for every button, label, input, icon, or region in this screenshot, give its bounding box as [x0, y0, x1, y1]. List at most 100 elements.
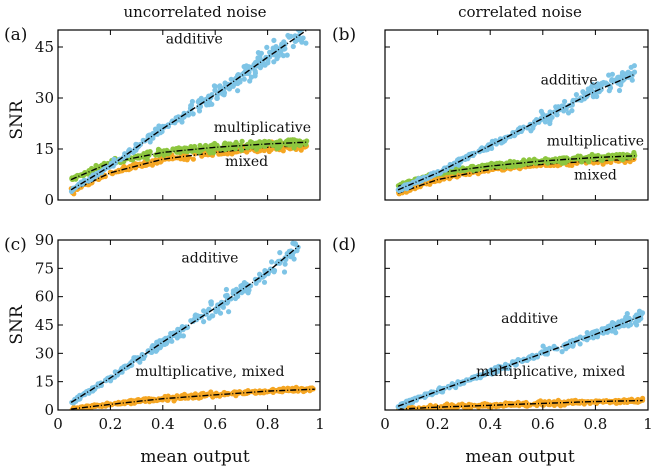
data-point [257, 139, 263, 145]
data-point [303, 141, 309, 147]
data-point [232, 146, 239, 152]
data-point [239, 138, 245, 144]
x-tick-label: 0 [380, 415, 390, 433]
x-tick-label: 0.8 [256, 415, 280, 433]
data-point [506, 364, 512, 370]
data-point [278, 142, 284, 148]
plot-frame [384, 29, 649, 201]
data-point [300, 35, 306, 41]
fit-line [71, 388, 315, 410]
x-ticks: 0 0.2 0.4 0.6 0.8 1 [380, 240, 653, 433]
y-ticks: 0 15 30 45 60 75 90 [35, 231, 320, 419]
data-point [252, 388, 259, 394]
series-annotation: additive [166, 32, 223, 48]
data-point [447, 384, 453, 390]
data-point [185, 112, 192, 118]
data-point [223, 286, 229, 293]
x-tick-label: 0.4 [478, 415, 502, 433]
series-additive [395, 308, 646, 410]
data-point [526, 157, 532, 163]
data-point [590, 81, 596, 87]
data-point [147, 139, 153, 145]
data-point [544, 400, 550, 406]
data-point [593, 92, 599, 98]
data-point [237, 79, 243, 85]
data-point [632, 320, 638, 326]
fit-line [70, 245, 300, 403]
data-point [252, 70, 258, 76]
data-point [620, 156, 627, 162]
column-title-right: correlated noise [458, 3, 582, 21]
data-point [252, 60, 259, 66]
data-point [144, 156, 150, 162]
data-point [170, 146, 176, 152]
data-point [616, 87, 623, 94]
x-tick-label: 1 [643, 415, 653, 433]
data-point [565, 110, 572, 116]
y-axis-label-bottom: SNR [7, 304, 27, 345]
x-ticks [57, 30, 321, 200]
data-point [197, 142, 203, 149]
data-point [224, 292, 230, 298]
data-point [538, 350, 544, 356]
data-point [217, 310, 224, 316]
data-point [526, 355, 532, 361]
data-point [190, 111, 196, 117]
data-point [212, 140, 218, 147]
data-point [198, 95, 204, 101]
data-point [573, 92, 580, 98]
data-point [628, 322, 634, 328]
data-point [615, 74, 622, 80]
data-point [438, 404, 444, 410]
x-axis-label-right: mean output [465, 447, 575, 467]
data-point [294, 36, 300, 42]
data-point [277, 138, 283, 144]
data-point [238, 143, 244, 149]
data-point [249, 139, 255, 146]
data-point [524, 402, 531, 408]
fit-line [70, 144, 307, 193]
data-point [624, 316, 631, 322]
data-point [226, 309, 232, 315]
data-point [201, 319, 207, 325]
data-point [271, 268, 277, 274]
y-tick-label: 30 [35, 89, 54, 107]
data-point [277, 250, 283, 256]
data-point [180, 333, 186, 339]
data-point [260, 274, 266, 280]
data-point [572, 155, 578, 161]
data-point [546, 157, 552, 163]
data-point [273, 44, 279, 50]
data-point [157, 342, 164, 348]
data-point [424, 391, 430, 397]
fit-line [398, 399, 643, 410]
y-tick-label: 45 [35, 38, 54, 56]
series-annotation: multiplicative, mixed [476, 364, 625, 380]
y-tick-label: 60 [35, 288, 54, 306]
data-point [515, 401, 521, 407]
data-point [257, 388, 263, 394]
y-ticks: 0 15 30 45 [35, 38, 320, 209]
data-point [628, 64, 634, 70]
fit-line [397, 314, 643, 407]
data-point [131, 355, 137, 361]
panel-label: (a) [4, 25, 27, 45]
data-point [639, 310, 646, 316]
y-ticks [385, 46, 648, 201]
data-point [140, 137, 146, 143]
data-point [201, 145, 207, 151]
y-tick-label: 0 [44, 191, 54, 209]
data-point [563, 106, 569, 112]
data-point [479, 145, 485, 151]
data-point [248, 74, 254, 80]
data-point [452, 161, 458, 167]
data-point [291, 256, 297, 262]
data-point [465, 156, 471, 162]
x-axis-label-left: mean output [140, 447, 250, 467]
panel-b: (b) additive multiplicative mixed [332, 25, 649, 201]
series-annotation: multiplicative, mixed [135, 364, 284, 380]
data-point [210, 313, 216, 319]
scatter-layer [395, 308, 646, 410]
series-annotation: additive [181, 251, 238, 267]
